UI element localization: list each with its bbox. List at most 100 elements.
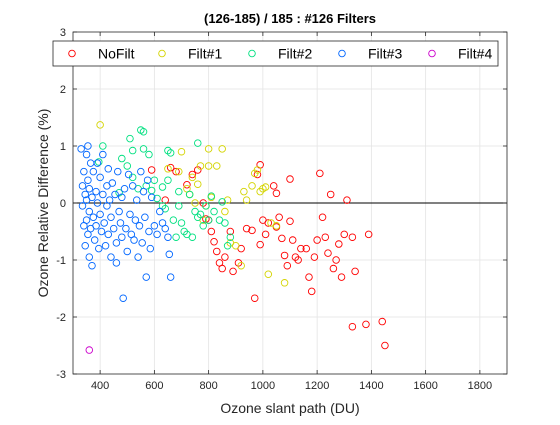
chart-title: (126-185) / 185 : #126 Filters (204, 11, 376, 26)
data-point (92, 222, 100, 230)
y-tick-label: 3 (60, 27, 66, 39)
data-point (310, 253, 319, 261)
data-point (188, 233, 197, 241)
data-point (348, 233, 357, 241)
data-point (237, 261, 245, 270)
x-tick-label: 400 (91, 380, 109, 392)
data-point (351, 267, 359, 276)
data-point (280, 279, 289, 287)
data-point (111, 190, 119, 199)
x-tick-label: 1600 (413, 380, 437, 392)
data-point (256, 240, 264, 249)
y-tick-label: -1 (56, 255, 66, 267)
data-point (77, 145, 85, 153)
data-point (166, 149, 175, 157)
data-point (114, 167, 122, 176)
data-point (335, 240, 343, 248)
data-point (177, 219, 186, 227)
data-point (85, 184, 94, 193)
data-point (141, 213, 149, 221)
data-point (153, 230, 161, 239)
data-point (248, 182, 256, 190)
legend-marker (158, 49, 166, 58)
data-point (272, 222, 281, 230)
data-point (204, 145, 213, 153)
data-point (80, 167, 88, 176)
data-point (324, 249, 332, 257)
data-point (278, 234, 286, 243)
data-point (313, 236, 321, 244)
data-point (88, 261, 96, 270)
data-point (99, 190, 107, 199)
data-point (253, 166, 262, 174)
legend-label: NoFilt (98, 46, 135, 62)
data-point (305, 273, 313, 281)
data-point (90, 236, 99, 244)
data-point (169, 216, 178, 224)
data-point (242, 196, 251, 204)
legend-marker (428, 49, 436, 58)
data-point (221, 207, 229, 216)
data-point (264, 219, 273, 227)
data-point (343, 196, 351, 204)
data-point (223, 196, 232, 204)
data-point (96, 173, 104, 182)
data-point (82, 150, 91, 159)
y-tick-label: 1 (60, 141, 66, 153)
data-point (88, 193, 96, 202)
legend-marker (338, 49, 346, 58)
data-point (226, 227, 235, 236)
data-point (101, 241, 110, 250)
data-point (130, 236, 138, 244)
data-point (139, 127, 148, 136)
data-point (177, 147, 186, 156)
data-point (218, 145, 226, 153)
legend-label: Filt#1 (188, 46, 222, 62)
data-point (337, 273, 346, 281)
x-axis-label: Ozone slant path (DU) (220, 400, 359, 416)
data-point (132, 196, 141, 204)
data-point (100, 219, 108, 227)
data-point (213, 247, 221, 256)
data-point (99, 150, 107, 159)
data-point (242, 224, 251, 233)
data-point (188, 170, 197, 179)
data-point (202, 202, 210, 210)
legend-item: NoFilt (68, 46, 135, 62)
data-point (116, 219, 125, 227)
data-point (161, 224, 169, 233)
data-point (213, 162, 221, 170)
data-point (85, 253, 94, 261)
data-point (123, 162, 131, 170)
series-filt-4 (85, 346, 94, 354)
data-point (340, 230, 349, 239)
legend: NoFilt Filt#1 Filt#2 Filt#3 Filt#4 (52, 40, 499, 67)
data-point (326, 190, 335, 199)
data-point (378, 317, 386, 326)
data-point (96, 121, 104, 129)
data-point (172, 167, 180, 176)
data-point (84, 142, 92, 150)
data-point (172, 233, 180, 241)
y-tick-label: 2 (60, 84, 66, 96)
data-point (261, 230, 270, 239)
data-point (139, 187, 148, 196)
data-point (229, 267, 237, 276)
data-point (126, 210, 134, 219)
y-axis-label: Ozone Relative Difference (%) (35, 109, 51, 298)
data-point (221, 253, 229, 261)
data-point (321, 233, 330, 241)
data-point (196, 210, 205, 219)
data-point (107, 213, 115, 221)
data-point (146, 244, 155, 253)
data-point (332, 256, 340, 264)
data-point (194, 180, 202, 188)
data-point (240, 187, 248, 196)
data-point (164, 146, 172, 155)
data-point (250, 294, 259, 302)
data-point (207, 192, 216, 200)
x-tick-label: 1000 (251, 380, 275, 392)
legend-label: Filt#3 (368, 46, 402, 62)
series-filt-1 (96, 121, 289, 287)
data-point (142, 273, 150, 281)
